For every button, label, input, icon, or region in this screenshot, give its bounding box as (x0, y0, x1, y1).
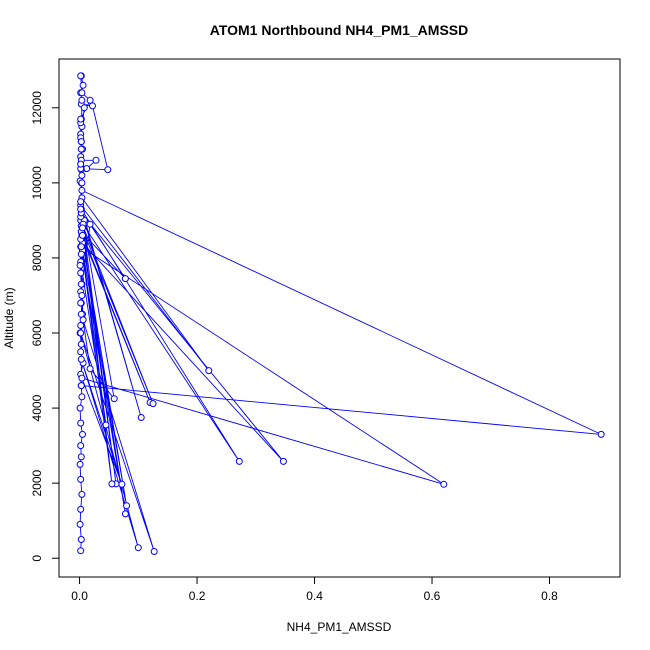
data-point (118, 480, 126, 488)
data-point (76, 261, 84, 269)
data-point (121, 510, 129, 518)
data-point (123, 502, 131, 510)
chart-title: ATOM1 Northbound NH4_PM1_AMSSD (210, 22, 469, 38)
y-tick-label: 4000 (30, 394, 44, 421)
data-point (77, 355, 85, 363)
y-tick-label: 6000 (30, 319, 44, 346)
data-point (121, 275, 129, 283)
data-point (77, 340, 85, 348)
data-point (77, 419, 85, 427)
data-point (134, 544, 142, 552)
data-point (77, 205, 85, 213)
data-point (150, 548, 158, 555)
data-point (86, 365, 94, 373)
y-tick-label: 2000 (30, 469, 44, 496)
data-point (110, 395, 118, 403)
data-point (104, 166, 112, 174)
data-point (77, 382, 85, 390)
data-point (78, 96, 86, 104)
data-point (77, 243, 85, 251)
data-point (597, 430, 605, 438)
x-tick-label: 0.2 (189, 589, 206, 603)
x-tick-label: 0.0 (71, 589, 88, 603)
data-point (76, 520, 84, 528)
data-point (77, 198, 85, 206)
data-point (76, 404, 84, 412)
y-tick-label: 8000 (30, 244, 44, 271)
data-point (77, 280, 85, 288)
x-axis-label: NH4_PM1_AMSSD (287, 620, 392, 634)
data-point (78, 171, 86, 179)
data-point (78, 186, 86, 194)
data-point (77, 160, 85, 168)
x-axis: 0.0 0.2 0.4 0.6 0.8 (71, 576, 558, 603)
data-point (78, 179, 86, 187)
data-point (77, 138, 85, 146)
data-point (205, 367, 213, 375)
data-point (77, 442, 85, 450)
data-point (279, 457, 287, 465)
data-point (137, 414, 145, 421)
data-point (77, 115, 85, 123)
data-point (77, 299, 85, 307)
data-point (77, 145, 85, 153)
data-point (79, 224, 86, 232)
y-axis-label: Altitude (m) (2, 287, 16, 348)
data-point (78, 393, 86, 401)
data-point (78, 374, 86, 382)
series-points (76, 72, 605, 555)
data-point (108, 480, 116, 488)
data-point (79, 316, 87, 324)
data-point (79, 430, 86, 438)
y-axis: 0 2000 4000 6000 8000 10000 12000 (30, 91, 60, 562)
data-point (92, 156, 100, 164)
y-tick-label: 12000 (30, 91, 44, 125)
data-point (79, 81, 87, 89)
data-point (77, 536, 85, 543)
data-point (86, 220, 94, 228)
data-point (77, 310, 85, 318)
data-point (77, 322, 85, 329)
data-point (78, 292, 86, 299)
data-point (77, 475, 85, 483)
x-tick-label: 0.8 (541, 589, 558, 603)
data-point (78, 490, 86, 498)
data-point (77, 505, 85, 513)
data-point (77, 269, 85, 277)
x-tick-label: 0.6 (424, 589, 441, 603)
data-point (102, 421, 110, 429)
data-point (77, 72, 85, 80)
data-point (80, 104, 88, 112)
data-point (77, 348, 85, 356)
x-tick-label: 0.4 (306, 589, 323, 603)
data-point (440, 480, 448, 488)
data-point (79, 231, 86, 239)
y-tick-label: 0 (30, 555, 44, 562)
data-point (76, 460, 84, 468)
data-point (77, 329, 85, 337)
data-point (149, 400, 157, 408)
y-tick-label: 10000 (30, 166, 44, 200)
data-point (77, 453, 85, 461)
data-point (77, 547, 85, 555)
data-point (86, 96, 94, 104)
data-point (235, 457, 243, 465)
data-point (78, 89, 86, 97)
data-point (89, 102, 96, 110)
data-point (77, 250, 85, 258)
